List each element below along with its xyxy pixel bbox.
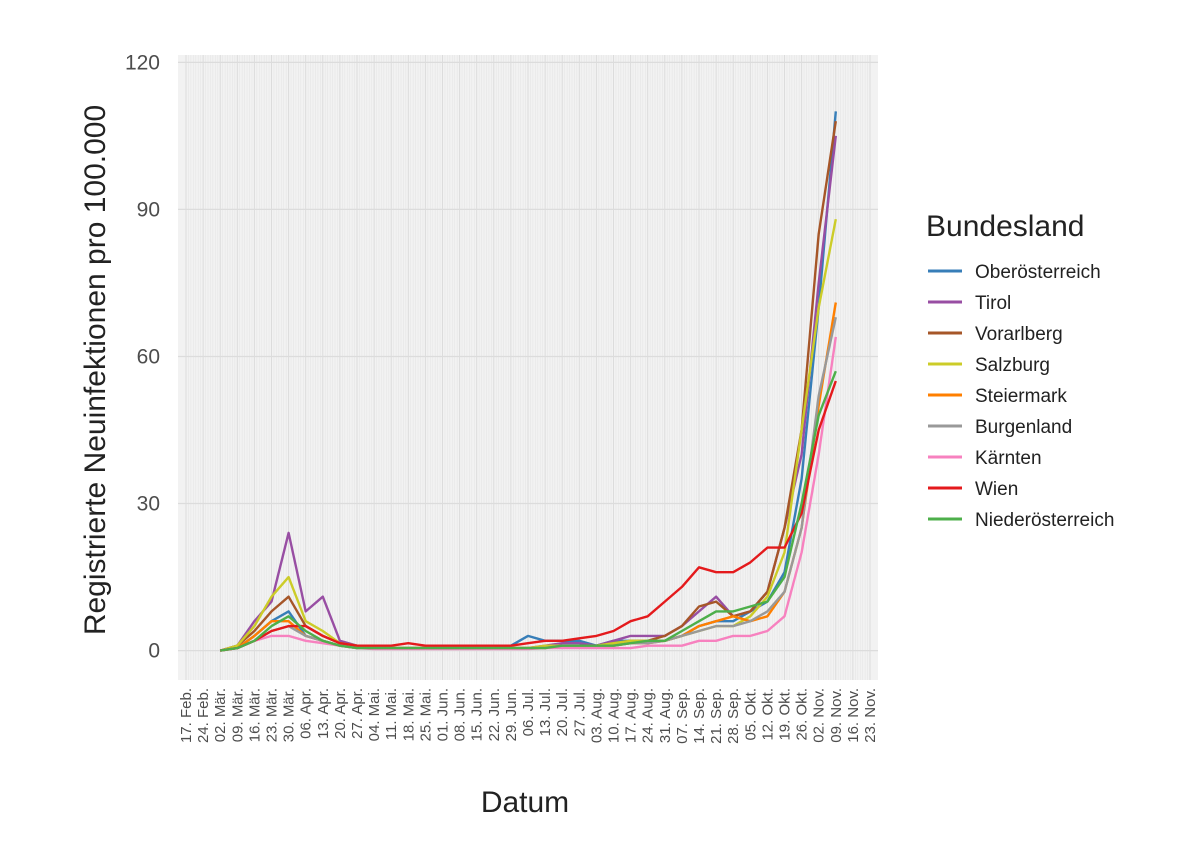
x-tick-label: 29. Jun. [503, 688, 520, 741]
x-axis-title: Datum [481, 786, 569, 819]
x-tick-label: 23. Nov. [862, 688, 879, 743]
x-tick-label: 30. Mär. [281, 688, 298, 742]
x-tick-label: 19. Okt. [777, 688, 794, 741]
legend-label: Tirol [975, 293, 1011, 314]
x-tick-label: 01. Jun. [435, 688, 452, 741]
x-tick-label: 24. Feb. [195, 688, 212, 743]
x-tick-label: 07. Sep. [674, 688, 691, 744]
legend-label: Steiermark [975, 386, 1067, 407]
legend-title: Bundesland [926, 210, 1084, 243]
x-tick-label: 13. Apr. [315, 688, 332, 739]
legend-label: Vorarlberg [975, 324, 1063, 345]
x-tick-label: 11. Mai. [383, 688, 400, 740]
x-tick-label: 31. Aug. [657, 688, 674, 743]
x-tick-label: 04. Mai. [366, 688, 383, 741]
x-tick-label: 05. Okt. [742, 688, 759, 741]
x-tick-label: 03. Aug. [588, 688, 605, 743]
x-tick-label: 16. Nov. [845, 688, 862, 743]
x-tick-label: 22. Jun. [486, 688, 503, 741]
legend-label: Burgenland [975, 417, 1072, 438]
x-tick-label: 21. Sep. [708, 688, 725, 744]
x-tick-label: 20. Jul. [554, 688, 571, 736]
x-tick-label: 17. Aug. [623, 688, 640, 743]
data-line [220, 370, 837, 652]
legend-label: Salzburg [975, 355, 1050, 376]
x-tick-label: 02. Mär. [212, 688, 229, 742]
x-tick-label: 14. Sep. [691, 688, 708, 744]
x-tick-label: 13. Jul. [537, 688, 554, 736]
x-tick-label: 18. Mai. [400, 688, 417, 741]
x-tick-label: 26. Okt. [794, 688, 811, 741]
data-line [220, 380, 837, 652]
x-tick-label: 15. Jun. [469, 688, 486, 741]
y-tick-label: 30 [137, 493, 160, 516]
y-tick-label: 120 [125, 51, 160, 74]
legend-label: Wien [975, 479, 1018, 500]
y-tick-label: 0 [148, 640, 160, 663]
y-tick-label: 60 [137, 345, 160, 368]
x-tick-label: 09. Nov. [828, 688, 845, 743]
legend-label: Niederösterreich [975, 510, 1114, 531]
x-tick-label: 12. Okt. [759, 688, 776, 741]
x-tick-label: 28. Sep. [725, 688, 742, 744]
x-tick-label: 27. Apr. [349, 688, 366, 739]
x-tick-label: 27. Jul. [571, 688, 588, 736]
x-tick-label: 24. Aug. [640, 688, 657, 743]
x-tick-label: 23. Mär. [264, 688, 281, 742]
x-tick-label: 25. Mai. [417, 688, 434, 741]
x-tick-label: 20. Apr. [332, 688, 349, 739]
x-tick-label: 17. Feb. [178, 688, 195, 743]
y-tick-label: 90 [137, 198, 160, 221]
x-tick-label: 06. Jul. [520, 688, 537, 736]
x-tick-label: 09. Mär. [229, 688, 246, 742]
y-axis-title: Registrierte Neuinfektionen pro 100.000 [79, 105, 112, 635]
x-tick-label: 16. Mär. [246, 688, 263, 742]
x-tick-label: 10. Aug. [606, 688, 623, 743]
legend-label: Kärnten [975, 448, 1042, 469]
x-tick-label: 06. Apr. [298, 688, 315, 739]
x-tick-label: 08. Jun. [452, 688, 469, 741]
legend-label: Oberösterreich [975, 262, 1101, 283]
x-tick-label: 02. Nov. [811, 688, 828, 743]
